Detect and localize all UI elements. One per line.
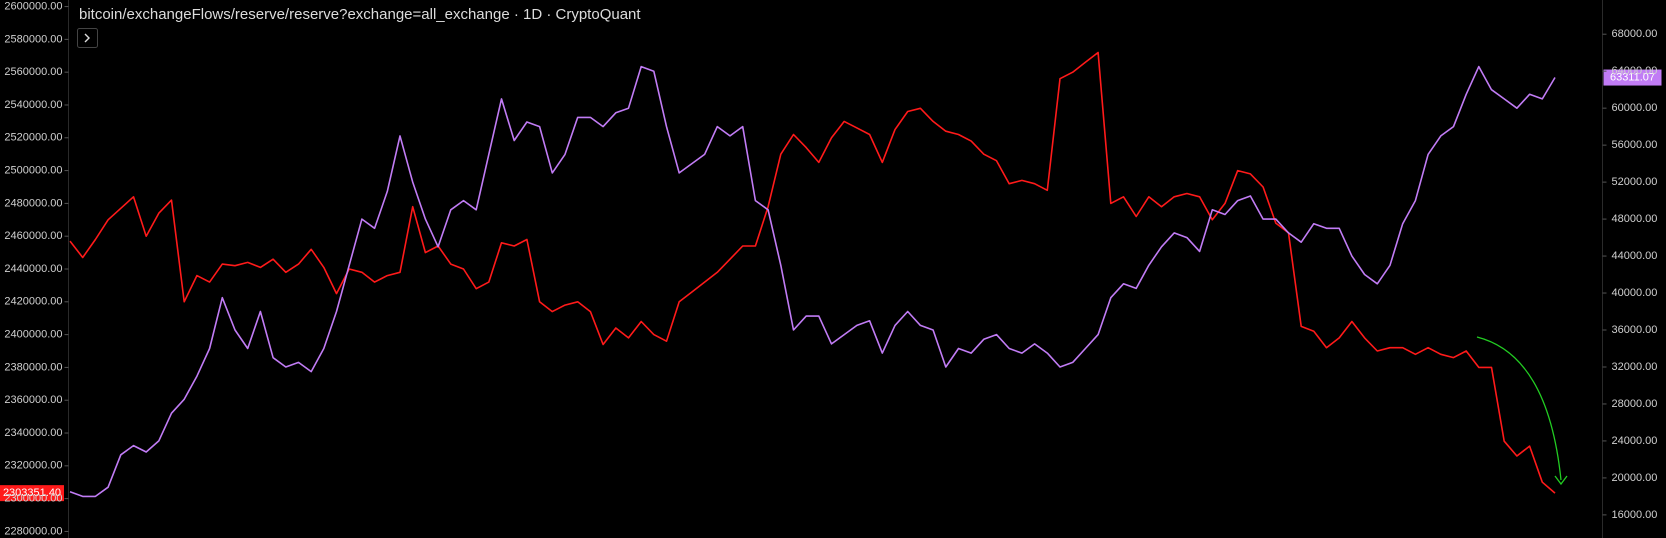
- y2-tick-label: 48000.00: [1612, 213, 1658, 225]
- y-tick-label: 2460000.00: [4, 230, 62, 242]
- collapse-button[interactable]: [77, 28, 98, 48]
- y2-tick-label: 20000.00: [1612, 472, 1658, 484]
- y-tick-label: 2420000.00: [4, 296, 62, 308]
- y2-tick-label: 36000.00: [1612, 324, 1658, 336]
- y-tick-label: 2280000.00: [4, 525, 62, 537]
- y-tick-label: 2340000.00: [4, 427, 62, 439]
- y2-tick-label: 64000.00: [1612, 65, 1658, 77]
- y2-tick-label: 16000.00: [1612, 509, 1658, 521]
- trend-arrow: [1476, 336, 1568, 486]
- y2-tick-label: 60000.00: [1612, 102, 1658, 114]
- last-value-tag: [0, 485, 64, 502]
- y-tick-label: 2440000.00: [4, 263, 62, 275]
- y-tick-label: 2360000.00: [4, 394, 62, 406]
- y-tick-label: 2400000.00: [4, 329, 62, 341]
- price-tags: 2303351.40 63311.07: [0, 69, 1662, 502]
- y2-tick-label: 40000.00: [1612, 287, 1658, 299]
- plot-area: [69, 51, 1556, 498]
- last-value-label: 63311.07: [1610, 71, 1655, 83]
- y-tick-label: 2600000.00: [4, 0, 62, 12]
- y-tick-label: 2560000.00: [4, 66, 62, 78]
- y-tick-label: 2540000.00: [4, 99, 62, 111]
- y2-tick-label: 68000.00: [1612, 28, 1658, 40]
- y-tick-label: 2480000.00: [4, 197, 62, 209]
- y2-tick-label: 32000.00: [1612, 361, 1658, 373]
- y2-tick-label: 44000.00: [1612, 250, 1658, 262]
- chart-title: bitcoin/exchangeFlows/reserve/reserve?ex…: [79, 6, 641, 23]
- y2-tick-label: 24000.00: [1612, 435, 1658, 447]
- series-line: [69, 65, 1556, 498]
- last-value-label: 2303351.40: [3, 487, 61, 499]
- y-tick-label: 2500000.00: [4, 164, 62, 176]
- y2-tick-label: 56000.00: [1612, 139, 1658, 151]
- y-tick-label: 2320000.00: [4, 460, 62, 472]
- y-tick-label: 2520000.00: [4, 132, 62, 144]
- series-line: [69, 51, 1556, 494]
- y-tick-label: 2300000.00: [4, 493, 62, 505]
- y2-tick-label: 28000.00: [1612, 398, 1658, 410]
- last-value-tag: [1603, 69, 1662, 86]
- y-tick-label: 2380000.00: [4, 361, 62, 373]
- y2-tick-label: 52000.00: [1612, 176, 1658, 188]
- y-tick-label: 2580000.00: [4, 33, 62, 45]
